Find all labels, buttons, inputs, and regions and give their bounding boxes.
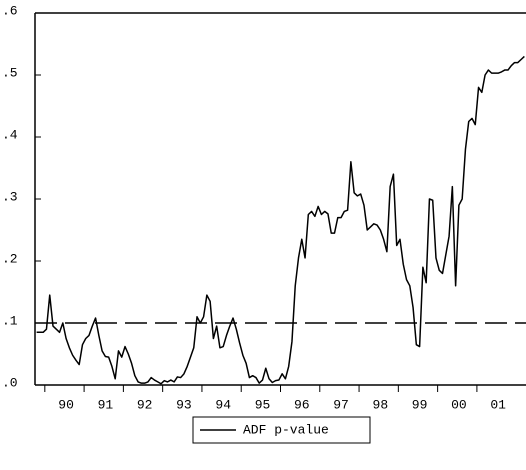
y-tick-label: .6 (2, 3, 18, 18)
y-tick-label: .2 (2, 251, 18, 266)
x-tick-label: 99 (412, 397, 428, 412)
y-tick-label: .0 (2, 375, 18, 390)
legend-label: ADF p-value (243, 422, 329, 437)
x-tick-label: 90 (58, 397, 74, 412)
y-tick-label: .4 (2, 127, 18, 142)
x-tick-label: 01 (490, 397, 506, 412)
x-tick-label: 96 (294, 397, 310, 412)
y-tick-label: .5 (2, 65, 18, 80)
x-tick-label: 94 (215, 397, 231, 412)
x-tick-label: 97 (333, 397, 349, 412)
x-tick-label: 92 (137, 397, 153, 412)
x-tick-label: 98 (373, 397, 389, 412)
y-tick-label: .3 (2, 189, 18, 204)
data-line (36, 55, 525, 385)
x-tick-label: 95 (255, 397, 271, 412)
legend-box (192, 416, 371, 444)
x-tick-label: 91 (98, 397, 114, 412)
x-tick-label: 00 (451, 397, 467, 412)
x-tick-label: 93 (176, 397, 192, 412)
y-tick-label: .1 (2, 313, 18, 328)
